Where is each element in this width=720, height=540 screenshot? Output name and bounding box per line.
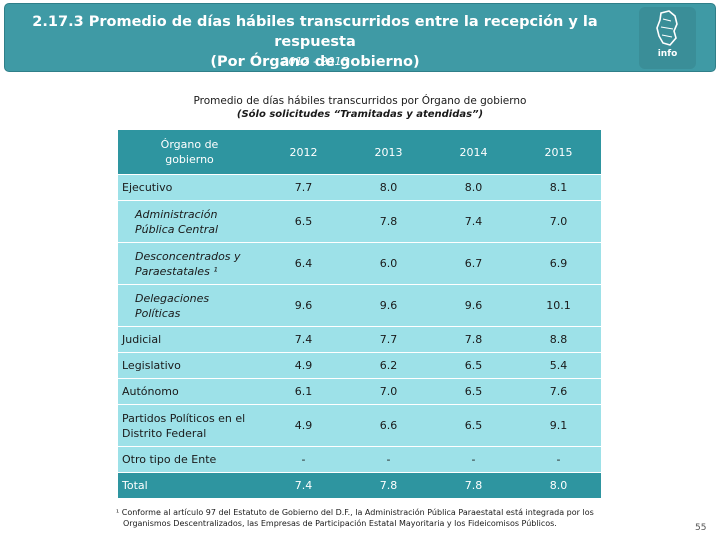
title-banner: 2.17.3 Promedio de días hábiles transcur… [4,3,716,72]
row-label-line1: Partidos Políticos en el [122,411,246,425]
header-organo: Órgano de gobierno [118,130,261,175]
cell-value: 7.0 [346,378,431,405]
row-label-line2: Paraestatales ¹ [135,264,218,278]
row-label: Ejecutivo [118,174,261,201]
row-label: Otro tipo de Ente [118,446,261,473]
row-label: Desconcentrados y Paraestatales ¹ [118,242,261,285]
cell-value: 4.9 [261,404,346,447]
header-year: 2015 [516,130,601,175]
table-title: Promedio de días hábiles transcurridos p… [120,94,600,122]
page-title-line1: 2.17.3 Promedio de días hábiles transcur… [32,14,598,50]
cell-value: 6.5 [261,200,346,243]
table-title-line2: (Sólo solicitudes “Tramitadas y atendida… [236,109,484,120]
cell-value: 7.7 [261,174,346,201]
cell-value: 6.5 [431,404,516,447]
total-row: Total 7.4 7.8 7.8 8.0 [118,472,601,499]
map-emblem-icon [656,10,678,46]
cell-value: 4.9 [261,352,346,379]
cell-value: 7.4 [431,200,516,243]
row-label: Legislativo [118,352,261,379]
page-title: 2.17.3 Promedio de días hábiles transcur… [5,12,625,72]
table-row: Autónomo 6.1 7.0 6.5 7.6 [118,378,601,405]
total-value: 8.0 [516,472,601,499]
table-row: Judicial 7.4 7.7 7.8 8.8 [118,326,601,353]
table-row: Delegaciones Políticas 9.6 9.6 9.6 10.1 [118,284,601,327]
cell-value: 6.2 [346,352,431,379]
cell-value: 7.4 [261,326,346,353]
header-year: 2012 [261,130,346,175]
row-label: Delegaciones Políticas [118,284,261,327]
row-label-line2: Pública Central [135,222,219,236]
table-row: Partidos Políticos en el Distrito Federa… [118,404,601,447]
header-year: 2013 [346,130,431,175]
cell-value: 6.6 [346,404,431,447]
page-title-line2: (Por Órgano de gobierno) [210,54,420,70]
table-row: Ejecutivo 7.7 8.0 8.0 8.1 [118,174,601,201]
footnote: ¹ Conforme al artículo 97 del Estatuto d… [116,507,636,529]
cell-value: 7.8 [431,326,516,353]
total-value: 7.8 [431,472,516,499]
cell-value: 8.0 [346,174,431,201]
table-title-line1: Promedio de días hábiles transcurridos p… [193,95,527,107]
cell-value: 8.1 [516,174,601,201]
cell-value: - [261,446,346,473]
cell-value: 8.0 [431,174,516,201]
cell-value: 7.8 [346,200,431,243]
cell-value: 6.9 [516,242,601,285]
cell-value: 6.1 [261,378,346,405]
cell-value: 9.6 [346,284,431,327]
cell-value: 6.0 [346,242,431,285]
table-row: Legislativo 4.9 6.2 6.5 5.4 [118,352,601,379]
row-label-line1: Delegaciones [135,291,210,305]
total-label: Total [118,472,261,499]
cell-value: 9.6 [261,284,346,327]
row-label: Judicial [118,326,261,353]
header-organo-line1: Órgano de [160,138,219,151]
table-row: Otro tipo de Ente - - - - [118,446,601,473]
row-label-line1: Desconcentrados y [135,249,241,263]
footnote-line1: ¹ Conforme al artículo 97 del Estatuto d… [116,508,594,517]
table-row: Desconcentrados y Paraestatales ¹ 6.4 6.… [118,242,601,285]
cell-value: 5.4 [516,352,601,379]
total-value: 7.8 [346,472,431,499]
header-organo-line2: gobierno [165,153,214,166]
table-header-row: Órgano de gobierno 2012 2013 2014 2015 [118,130,601,175]
cell-value: - [516,446,601,473]
row-label-line1: Administración [135,207,218,221]
row-label: Autónomo [118,378,261,405]
cell-value: 6.5 [431,378,516,405]
row-label: Administración Pública Central [118,200,261,243]
cell-value: - [431,446,516,473]
logo-text: info [657,49,678,59]
cell-value: 8.8 [516,326,601,353]
footnote-line2: Organismos Descentralizados, las Empresa… [123,519,557,528]
cell-value: 9.1 [516,404,601,447]
cell-value: 6.7 [431,242,516,285]
header-year: 2014 [431,130,516,175]
cell-value: 7.7 [346,326,431,353]
cell-value: - [346,446,431,473]
cell-value: 9.6 [431,284,516,327]
row-label-line2: Distrito Federal [122,426,207,440]
page-number: 55 [695,523,707,533]
days-table: Órgano de gobierno 2012 2013 2014 2015 E… [118,130,601,499]
cell-value: 7.6 [516,378,601,405]
table-row: Administración Pública Central 6.5 7.8 7… [118,200,601,243]
info-logo: info [639,7,696,69]
row-label: Partidos Políticos en el Distrito Federa… [118,404,261,447]
cell-value: 10.1 [516,284,601,327]
cell-value: 7.0 [516,200,601,243]
total-value: 7.4 [261,472,346,499]
cell-value: 6.4 [261,242,346,285]
period-subtitle: 2012 - 2015 [281,55,349,68]
cell-value: 6.5 [431,352,516,379]
row-label-line2: Políticas [135,306,181,320]
